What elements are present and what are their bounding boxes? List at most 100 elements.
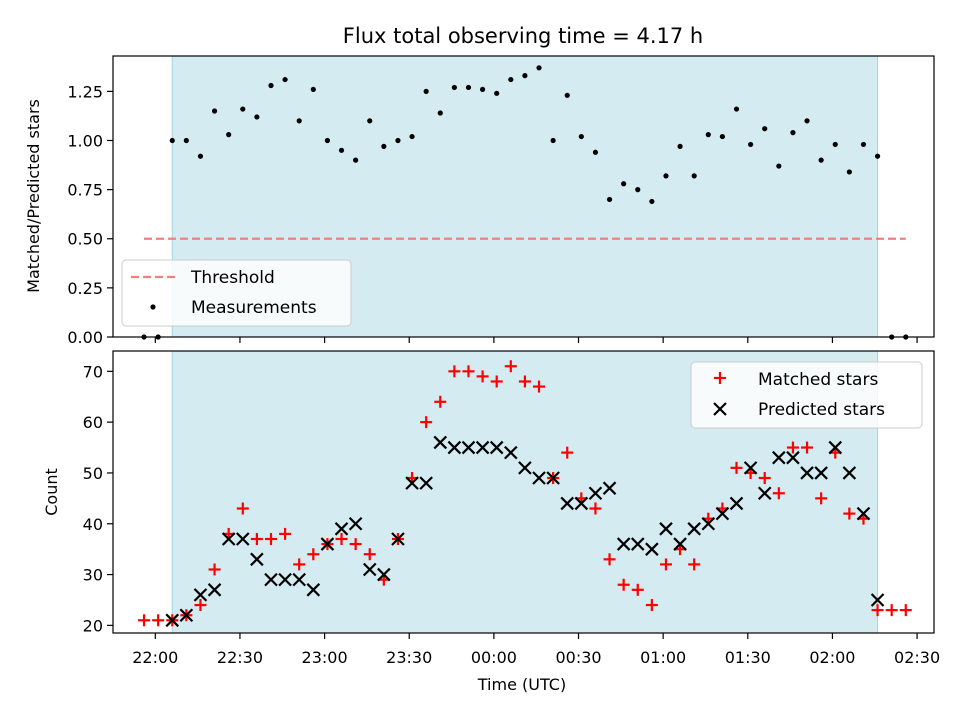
matched-star-point — [518, 375, 531, 388]
predicted-star-point — [362, 562, 377, 577]
measurement-point — [874, 153, 881, 159]
x-tick-label: 23:00 — [302, 648, 348, 667]
measurement-point — [367, 118, 373, 124]
matched-star-point — [434, 395, 447, 408]
y-tick-label: 40 — [83, 515, 103, 534]
predicted-star-point — [743, 461, 758, 475]
predicted-star-point — [475, 440, 490, 455]
predicted-star-point — [377, 567, 391, 582]
predicted-star-point — [518, 461, 532, 475]
x-tick-label: 23:30 — [386, 648, 432, 667]
y-tick-label: 60 — [83, 413, 103, 432]
top-x-ticks — [154, 337, 918, 343]
x-tick-label: 22:00 — [132, 648, 178, 667]
measurement-point — [197, 153, 204, 159]
measurement-point — [564, 92, 570, 98]
legend-measurements-label: Measurements — [191, 298, 317, 318]
legend-predicted-label: Predicted stars — [758, 400, 885, 420]
measurement-point — [381, 143, 387, 149]
matched-star-point — [589, 502, 602, 515]
matched-star-point — [617, 578, 630, 591]
predicted-star-point — [757, 486, 772, 501]
predicted-star-point — [292, 572, 306, 587]
matched-star-point — [208, 563, 221, 576]
predicted-star-point — [250, 552, 264, 567]
predicted-star-point — [828, 440, 843, 455]
bottom-y-ticks: 20 30 40 50 60 70 — [83, 362, 113, 635]
predicted-star-point — [687, 522, 701, 536]
matched-star-point — [476, 370, 489, 383]
matched-star-point — [885, 604, 898, 617]
measurement-point — [479, 86, 486, 93]
predicted-star-point — [856, 506, 871, 521]
top-axes-frame — [112, 55, 935, 338]
chart-title: Flux total observing time = 4.17 h — [343, 24, 703, 48]
predicted-star-point — [306, 583, 321, 597]
predicted-star-point — [800, 466, 814, 480]
measurement-point — [677, 143, 683, 149]
measurement-point — [508, 76, 514, 83]
predicted-star-point — [433, 435, 448, 450]
measurement-point — [522, 73, 528, 79]
y-tick-label: 20 — [83, 616, 103, 635]
matched-star-point — [152, 614, 165, 627]
predicted-star-point — [405, 476, 419, 490]
matched-star-point — [815, 492, 828, 505]
predicted-star-point — [391, 532, 405, 546]
predicted-star-point — [207, 583, 222, 597]
predicted-star-point — [419, 476, 433, 490]
measurement-point — [338, 147, 345, 153]
matched-star-point — [772, 487, 785, 500]
top-legend: Threshold Measurements — [121, 259, 352, 327]
measurement-point — [451, 84, 457, 91]
predicted-star-point — [461, 440, 476, 455]
measurement-point — [733, 106, 740, 112]
measurement-point — [437, 110, 443, 116]
x-tick-label: 01:00 — [640, 648, 686, 667]
matched-star-point — [462, 365, 475, 378]
predicted-star-point — [489, 440, 504, 455]
matched-star-point — [363, 548, 376, 561]
matched-star-point — [236, 502, 249, 515]
legend-measurements-swatch — [150, 304, 156, 310]
x-tick-label: 01:30 — [725, 648, 771, 667]
measurement-point — [226, 132, 232, 138]
predicted-star-point — [673, 537, 687, 551]
measurement-point — [353, 157, 359, 163]
bottom-axes-frame — [112, 350, 935, 634]
predicted-star-point — [221, 532, 236, 546]
predicted-star-point — [560, 496, 575, 511]
predicted-star-point — [588, 486, 603, 501]
x-tick-label: 22:30 — [217, 648, 263, 667]
measurement-point — [296, 118, 302, 124]
matched-star-point — [533, 380, 546, 393]
predicted-star-points — [165, 435, 885, 628]
measurement-point — [832, 141, 838, 148]
predicted-star-point — [504, 445, 518, 460]
x-axis-label: Time (UTC) — [477, 675, 566, 694]
matched-star-point — [307, 548, 320, 561]
predicted-star-point — [772, 450, 786, 465]
top-y-ticks: 0.00 0.25 0.50 0.75 1.00 1.25 — [67, 82, 113, 347]
measurement-point — [254, 114, 260, 120]
predicted-star-point — [574, 496, 589, 511]
top-panel: 0.00 0.25 0.50 0.75 1.00 1.25 Matched/Predict… — [24, 55, 935, 347]
x-tick-label: 00:30 — [555, 648, 601, 667]
matched-star-point — [730, 461, 743, 474]
predicted-star-point — [701, 516, 716, 531]
matched-star-point — [335, 533, 348, 545]
measurement-point — [268, 82, 274, 89]
measurement-points — [141, 65, 909, 340]
y-tick-label: 0.25 — [67, 279, 103, 298]
y-tick-label: 0.75 — [67, 181, 103, 200]
measurement-point — [169, 137, 175, 144]
measurement-point — [621, 181, 627, 187]
predicted-star-point — [179, 608, 194, 622]
y-tick-label: 1.25 — [67, 82, 103, 101]
bottom-legend: Matched stars Predicted stars — [690, 361, 923, 429]
measurement-point — [748, 141, 754, 148]
measurement-point — [762, 126, 768, 132]
predicted-star-point — [236, 532, 250, 546]
measurement-point — [211, 108, 218, 114]
matched-star-point — [659, 558, 672, 571]
